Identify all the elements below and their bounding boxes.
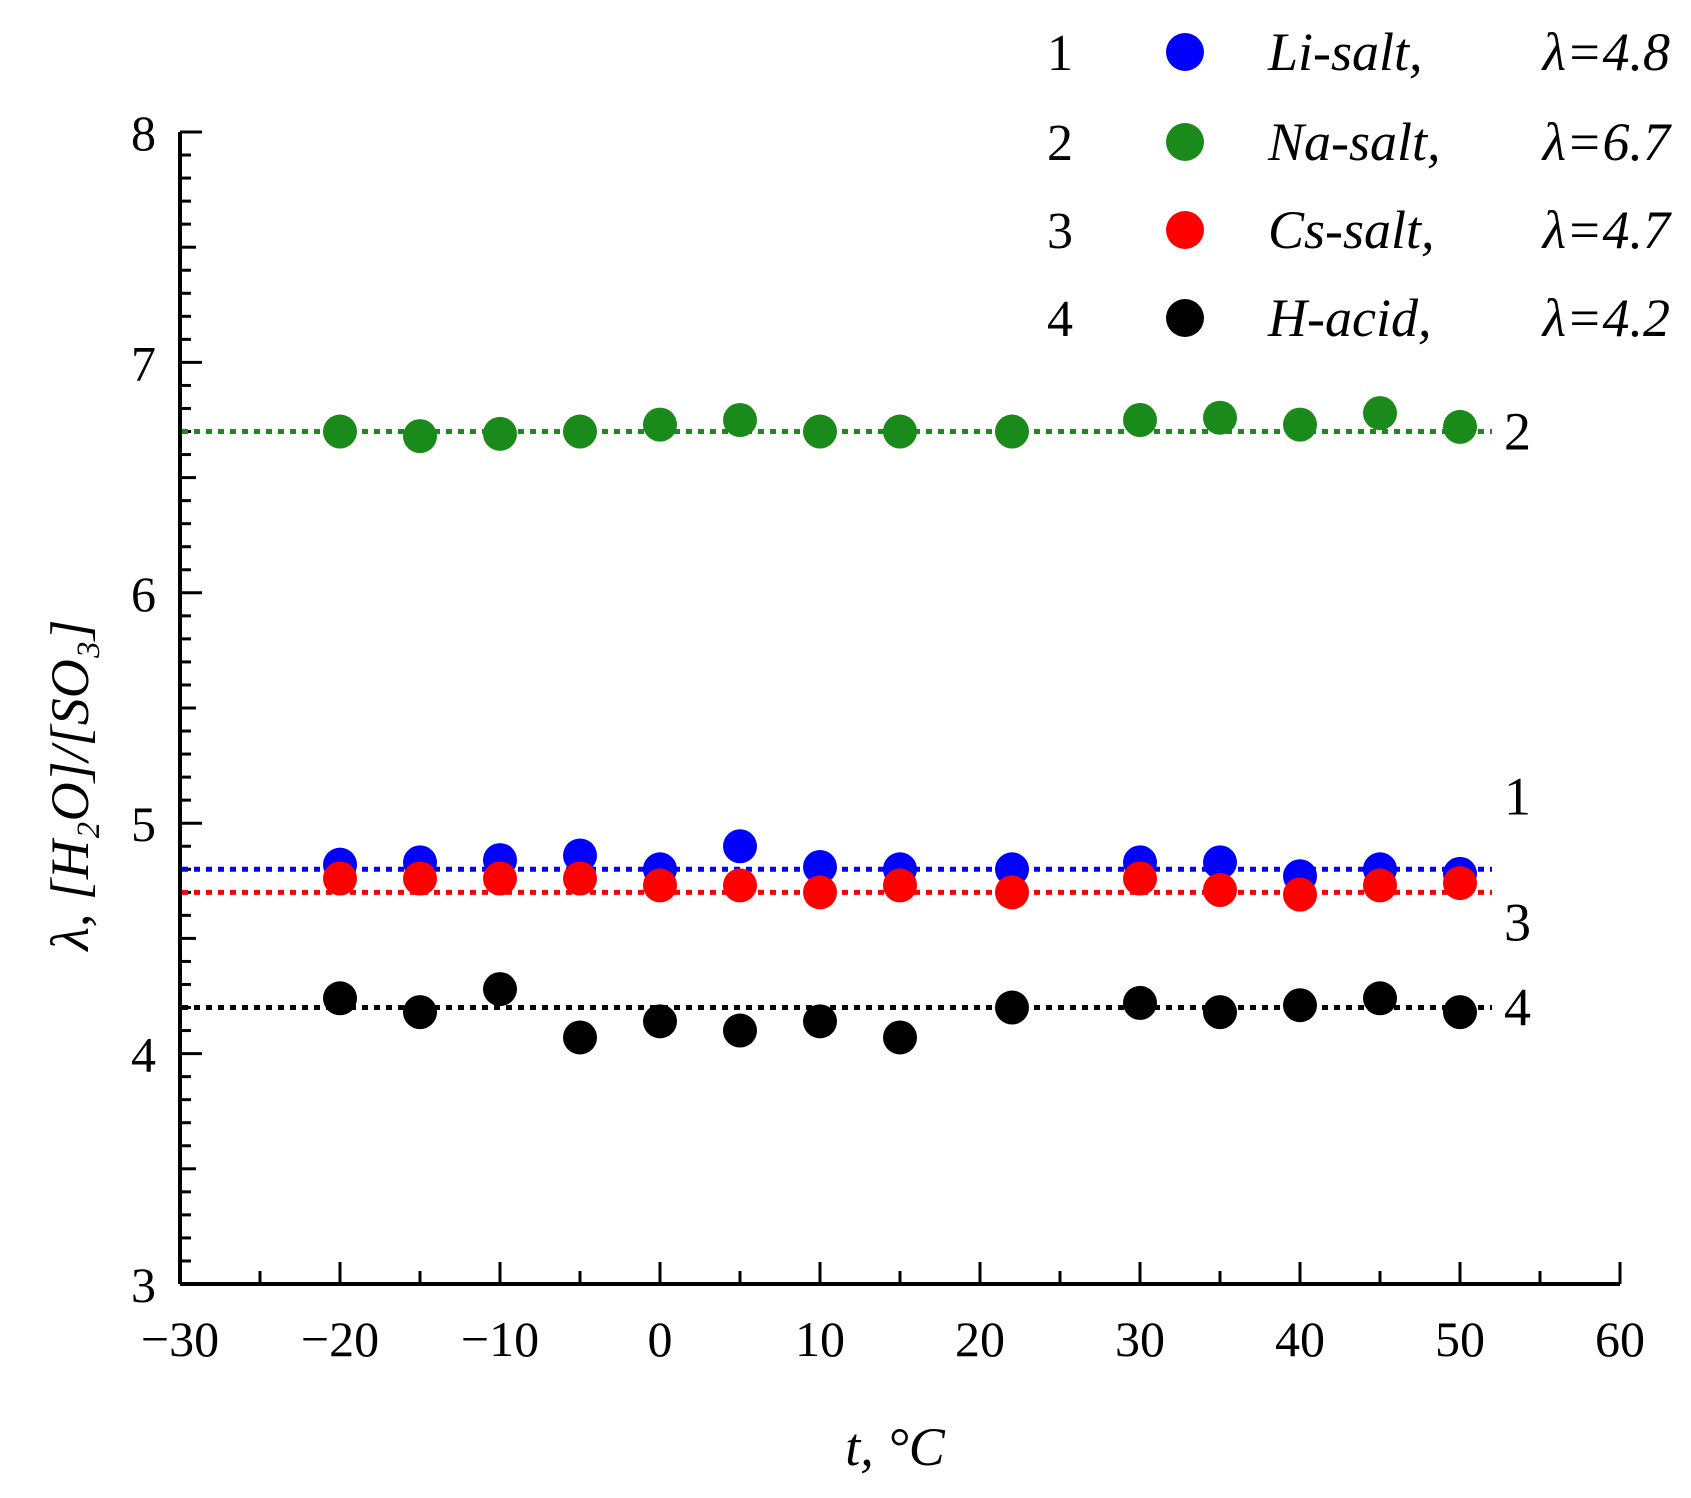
point-series-1: [723, 829, 757, 864]
legend-marker: [1166, 123, 1204, 161]
point-series-3: [1123, 861, 1157, 896]
point-series-3: [803, 875, 837, 910]
legend-lambda: λ=4.7: [1541, 200, 1672, 260]
point-series-2: [483, 416, 517, 451]
point-series-2: [643, 407, 677, 442]
point-series-2: [563, 414, 597, 449]
y-tick-label: 3: [131, 1257, 156, 1313]
x-tick-label: 10: [795, 1311, 845, 1367]
point-series-2: [1123, 403, 1157, 437]
point-series-3: [1283, 877, 1317, 912]
legend-name: Na-salt,: [1267, 112, 1441, 172]
legend-name: Li-salt,: [1267, 22, 1423, 82]
point-series-2: [1363, 396, 1397, 431]
legend: 1 Li-salt, λ=4.8 2 Na-salt, λ=6.7 3 Cs-salt, λ=4…: [1047, 22, 1672, 348]
y-tick-label: 6: [131, 566, 156, 622]
point-series-4: [1363, 981, 1397, 1016]
legend-lambda: λ=4.2: [1541, 288, 1670, 348]
line-end-label-2: 2: [1504, 402, 1531, 462]
x-tick-label: 0: [648, 1311, 673, 1367]
y-tick-label: 5: [131, 796, 156, 852]
legend-number: 4: [1047, 291, 1073, 348]
point-series-3: [1443, 866, 1477, 901]
point-series-2: [1283, 407, 1317, 442]
axes: 3 4 5 6 7 8 −30 −20 −10 0 10 20 30 40 50 60: [131, 105, 1645, 1367]
point-series-3: [1363, 868, 1397, 903]
point-series-4: [1443, 995, 1477, 1030]
fit-lines: [182, 429, 1492, 1011]
legend-name: H-acid,: [1267, 288, 1431, 348]
x-tick-label: 40: [1275, 1311, 1325, 1367]
line-end-label-1: 1: [1504, 766, 1531, 826]
x-tick-label: −10: [461, 1311, 539, 1367]
y-tick-label: 4: [131, 1027, 156, 1083]
x-axis-title: t, °C: [845, 1417, 946, 1477]
legend-marker: [1166, 33, 1204, 71]
point-series-2: [803, 414, 837, 449]
point-series-2: [323, 414, 357, 449]
legend-marker: [1166, 211, 1204, 249]
point-series-3: [643, 868, 677, 903]
point-series-1: [1203, 845, 1237, 880]
legend-lambda: λ=6.7: [1541, 112, 1672, 172]
line-end-label-4: 4: [1504, 978, 1531, 1038]
x-tick-label: 50: [1435, 1311, 1485, 1367]
point-series-2: [1203, 400, 1237, 435]
point-series-3: [483, 861, 517, 896]
point-series-2: [403, 419, 437, 454]
legend-name: Cs-salt,: [1268, 200, 1435, 260]
point-series-4: [1203, 995, 1237, 1030]
x-tick-label: 20: [955, 1311, 1005, 1367]
x-tick-label: −20: [301, 1311, 379, 1367]
y-axis-title: λ, [H₂O]/[SO₃]: [40, 620, 100, 953]
point-series-4: [803, 1004, 837, 1039]
x-tick-label: 60: [1595, 1311, 1645, 1367]
legend-number: 2: [1047, 115, 1073, 172]
line-end-labels: 2 1 3 4: [1504, 402, 1531, 1038]
point-series-1: [803, 849, 837, 884]
y-tick-label: 8: [131, 105, 156, 161]
point-series-4: [883, 1020, 917, 1055]
y-tick-label: 7: [131, 335, 156, 391]
point-series-4: [323, 981, 357, 1016]
point-series-2: [995, 414, 1029, 449]
x-tick-label: 30: [1115, 1311, 1165, 1367]
legend-number: 1: [1047, 25, 1073, 82]
point-series-4: [1123, 985, 1157, 1020]
legend-lambda: λ=4.8: [1541, 22, 1670, 82]
point-series-3: [563, 861, 597, 896]
point-series-4: [995, 990, 1029, 1025]
point-series-3: [723, 868, 757, 903]
point-series-4: [403, 995, 437, 1030]
x-tick-label: −30: [141, 1311, 219, 1367]
point-series-3: [1203, 873, 1237, 908]
point-series-4: [563, 1020, 597, 1055]
data-points: [323, 396, 1477, 1055]
point-series-2: [883, 414, 917, 449]
point-series-4: [1283, 988, 1317, 1023]
point-series-3: [995, 875, 1029, 910]
point-series-3: [323, 861, 357, 896]
point-series-4: [483, 972, 517, 1007]
point-series-3: [883, 868, 917, 903]
point-series-4: [723, 1013, 757, 1048]
point-series-2: [1443, 409, 1477, 444]
legend-marker: [1166, 299, 1204, 337]
line-end-label-3: 3: [1504, 892, 1531, 952]
point-series-2: [723, 403, 757, 437]
point-series-4: [643, 1004, 677, 1039]
point-series-3: [403, 861, 437, 896]
legend-number: 3: [1047, 203, 1073, 260]
